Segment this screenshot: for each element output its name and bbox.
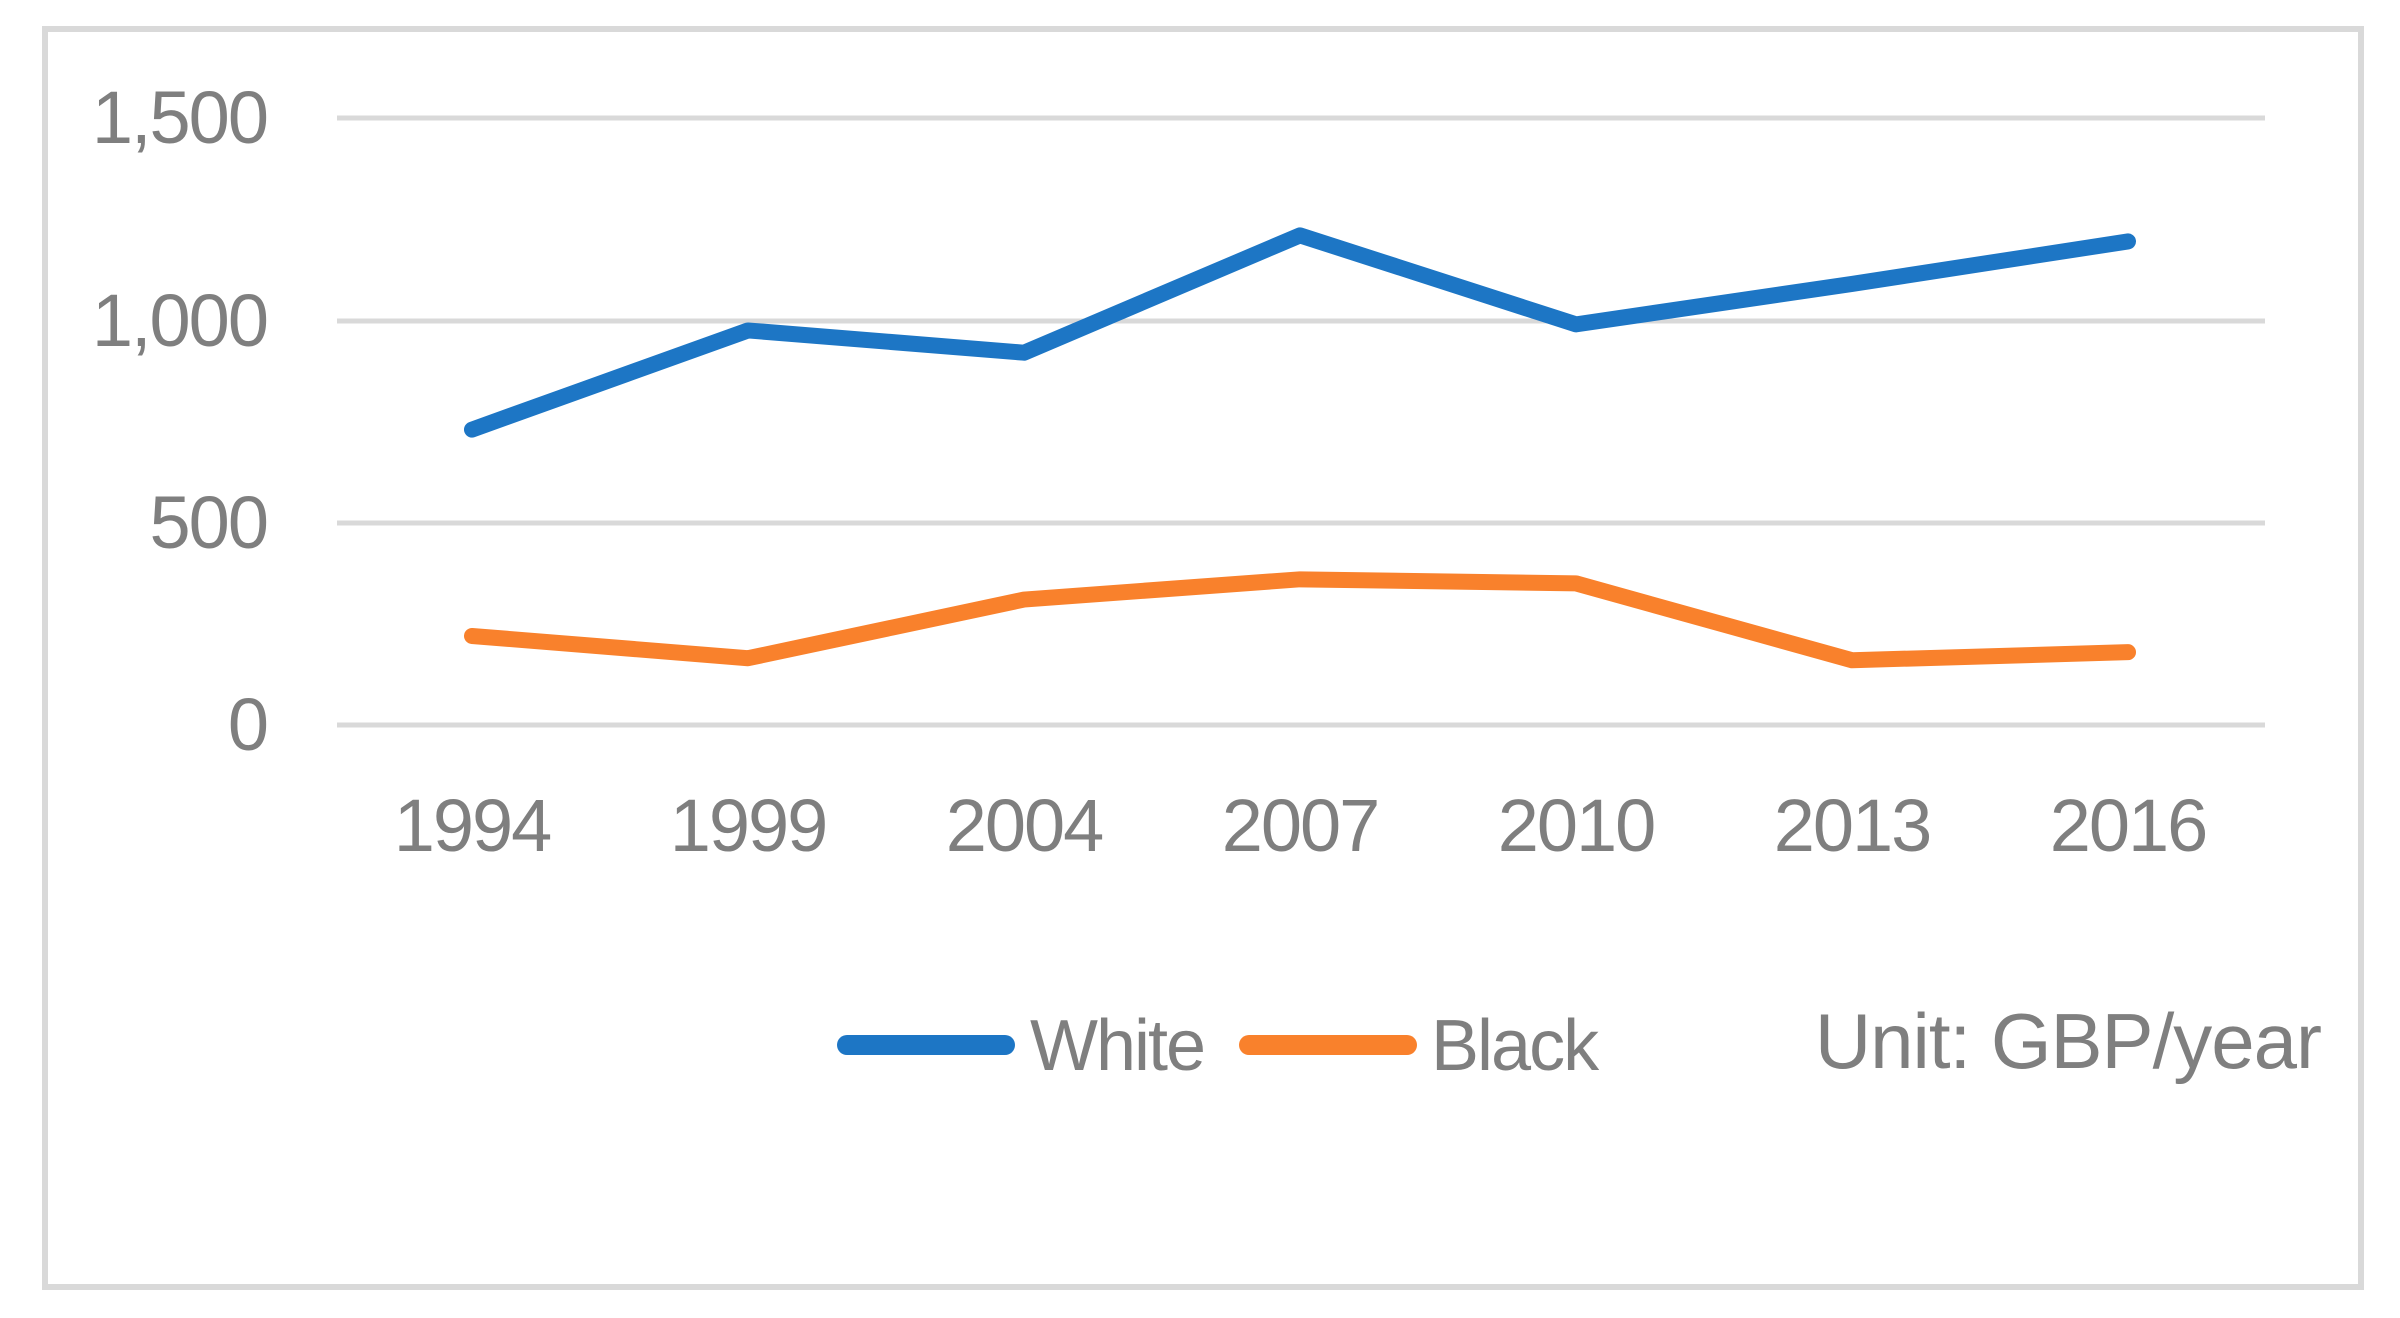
unit-label: Unit: GBP/year — [1815, 997, 2321, 1085]
x-tick-1999: 1999 — [670, 784, 827, 867]
legend-label-black: Black — [1431, 1006, 1600, 1086]
y-tick-0: 0 — [228, 683, 267, 766]
y-tick-1500: 1,500 — [92, 76, 267, 159]
x-tick-2004: 2004 — [946, 784, 1103, 867]
x-tick-2013: 2013 — [1774, 784, 1931, 867]
chart-border — [42, 26, 2364, 1290]
legend-swatch-white — [837, 1035, 1015, 1055]
y-axis-labels: 1,500 1,000 500 0 — [92, 76, 269, 766]
series-line-white — [464, 227, 2136, 438]
y-tick-500: 500 — [150, 481, 267, 564]
series-line-black — [464, 571, 2136, 669]
x-tick-2007: 2007 — [1222, 784, 1379, 867]
legend-label-white: White — [1030, 1006, 1204, 1086]
legend: White Black — [837, 1006, 1602, 1086]
y-tick-1000: 1,000 — [92, 279, 267, 362]
x-tick-1994: 1994 — [394, 784, 551, 867]
x-tick-2010: 2010 — [1498, 784, 1655, 867]
gridlines — [337, 115, 2265, 728]
x-tick-2016: 2016 — [2050, 784, 2207, 867]
legend-swatch-black — [1239, 1035, 1417, 1055]
x-axis-labels: 1994 1999 2004 2007 2010 2013 2016 — [394, 784, 2209, 867]
